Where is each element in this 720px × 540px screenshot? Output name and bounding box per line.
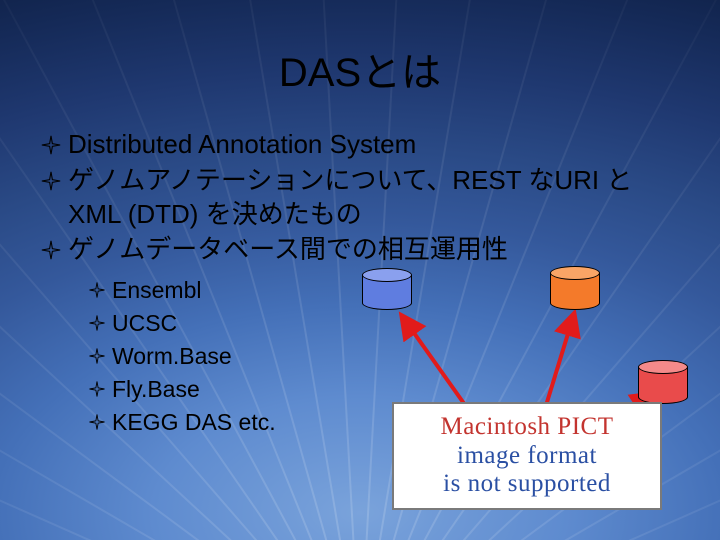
sparkle-icon (88, 281, 106, 299)
slide-title: DASとは (0, 40, 720, 98)
sparkle-icon (40, 134, 62, 156)
sparkle-icon (40, 170, 62, 192)
database-cylinder-icon (550, 266, 600, 310)
database-cylinder-icon (638, 360, 688, 404)
bullet-l1: Distributed Annotation System (40, 128, 680, 162)
sparkle-icon (88, 314, 106, 332)
database-cylinder-icon (362, 268, 412, 310)
bullet-l1: ゲノムアノテーションについて、REST なURI と XML (DTD) を決め… (40, 164, 680, 232)
pict-placeholder: Macintosh PICT image format is not suppo… (392, 402, 662, 510)
bullet-text: Distributed Annotation System (68, 128, 680, 162)
pict-line: image format (457, 442, 597, 471)
sparkle-icon (88, 413, 106, 431)
bullet-text: ゲノムアノテーションについて、REST なURI と XML (DTD) を決め… (68, 164, 680, 232)
arrow-line (544, 314, 574, 412)
pict-line: Macintosh PICT (441, 413, 614, 442)
sparkle-icon (88, 380, 106, 398)
arrow-line (402, 316, 470, 412)
diagram-area: Macintosh PICT image format is not suppo… (322, 262, 692, 532)
sparkle-icon (40, 239, 62, 261)
sparkle-icon (88, 347, 106, 365)
pict-line: is not supported (443, 470, 611, 499)
